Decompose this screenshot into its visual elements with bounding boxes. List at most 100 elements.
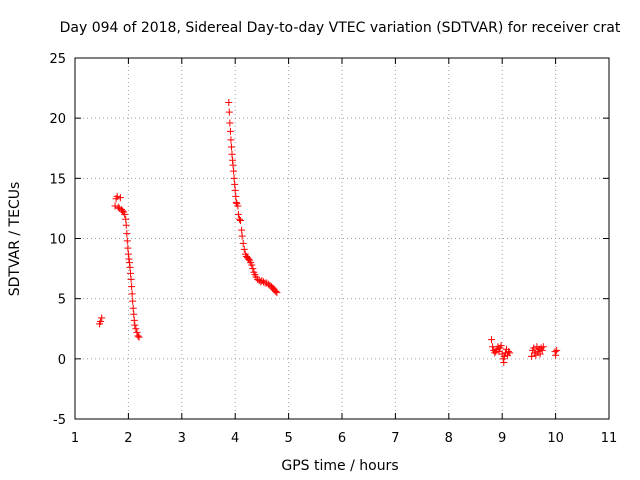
data-point: [237, 216, 245, 224]
data-point: [234, 210, 242, 218]
data-point: [229, 156, 237, 164]
data-point: [130, 316, 138, 324]
data-point: [113, 192, 121, 200]
data-point: [235, 215, 243, 223]
data-point: [238, 232, 246, 240]
data-point: [536, 350, 544, 358]
data-point: [133, 328, 141, 336]
plot-frame: [74, 57, 610, 420]
x-tick-label: 7: [391, 431, 399, 446]
data-point: [229, 161, 237, 169]
data-point: [97, 318, 105, 326]
data-point: [553, 346, 561, 354]
x-tick-label: 10: [547, 431, 564, 446]
data-point: [135, 333, 143, 341]
x-tick-label: 6: [338, 431, 346, 446]
data-point: [226, 119, 234, 127]
x-tick-label: 3: [178, 431, 186, 446]
data-point: [551, 348, 559, 356]
data-point: [506, 349, 514, 357]
data-point: [123, 237, 131, 245]
data-point: [231, 180, 239, 188]
data-point: [232, 192, 240, 200]
data-point: [228, 150, 236, 158]
x-tick-label: 5: [284, 431, 292, 446]
data-point: [260, 278, 268, 286]
data-point: [500, 358, 508, 366]
data-point: [129, 304, 137, 312]
data-point: [122, 215, 130, 223]
data-point: [552, 351, 560, 359]
data-point: [539, 343, 547, 351]
data-point: [231, 186, 239, 194]
data-point: [238, 226, 246, 234]
data-point: [121, 210, 129, 218]
data-point: [130, 310, 138, 318]
data-point: [488, 336, 496, 344]
data-point: [98, 314, 106, 322]
data-point: [234, 202, 242, 210]
x-tick-label: 1: [71, 431, 79, 446]
y-tick-label: 20: [49, 112, 66, 127]
data-point: [134, 332, 142, 340]
grid-lines: [75, 58, 609, 419]
y-axis-label: SDTVAR / TECUs: [7, 182, 23, 297]
data-point: [123, 230, 131, 238]
x-tick-label: 11: [601, 431, 618, 446]
data-point: [225, 99, 233, 107]
data-point: [530, 344, 538, 352]
y-tick-label: 25: [49, 52, 66, 67]
data-point: [273, 289, 281, 297]
data-point: [125, 255, 133, 263]
data-point: [127, 275, 135, 283]
data-point: [127, 269, 135, 277]
x-tick-label: 2: [124, 431, 132, 446]
chart-title: Day 094 of 2018, Sidereal Day-to-day VTE…: [60, 20, 621, 36]
data-point: [125, 259, 133, 267]
data-point: [226, 127, 234, 135]
data-point: [124, 250, 132, 258]
data-point: [111, 202, 119, 210]
data-point: [248, 261, 256, 269]
y-tick-label: 5: [58, 293, 66, 308]
y-tick-labels: -5 0 5 10 15 20 25: [49, 52, 66, 428]
data-point: [272, 287, 280, 295]
y-tick-label: -5: [53, 413, 66, 428]
data-point: [131, 321, 139, 329]
x-tick-label: 9: [498, 431, 506, 446]
data-point: [240, 245, 248, 253]
data-point: [227, 136, 235, 144]
data-point: [126, 263, 134, 271]
data-point: [249, 265, 257, 273]
data-point: [232, 198, 240, 206]
y-tick-label: 15: [49, 172, 66, 187]
data-point: [491, 349, 499, 357]
data-points: [96, 99, 561, 366]
x-tick-labels: 1 2 3 4 5 6 7 8 9 10 11: [71, 431, 617, 446]
data-point: [124, 244, 132, 252]
data-point: [132, 325, 140, 333]
data-point: [227, 143, 235, 151]
data-point: [128, 283, 136, 291]
x-axis-label: GPS time / hours: [281, 458, 398, 474]
data-point: [128, 290, 136, 298]
data-point: [239, 239, 247, 247]
data-point: [497, 342, 505, 350]
data-point: [225, 108, 233, 116]
data-point: [532, 351, 540, 359]
data-point: [500, 352, 508, 360]
data-point: [538, 346, 546, 354]
data-point: [122, 221, 130, 229]
data-point: [505, 348, 513, 356]
y-tick-label: 0: [58, 353, 66, 368]
data-point: [119, 207, 127, 215]
x-tick-label: 4: [231, 431, 239, 446]
data-point: [528, 352, 536, 360]
data-point: [230, 174, 238, 182]
data-point: [129, 297, 137, 305]
data-point: [245, 255, 253, 263]
data-point: [230, 167, 238, 175]
x-tick-label: 8: [445, 431, 453, 446]
data-point: [116, 194, 124, 202]
